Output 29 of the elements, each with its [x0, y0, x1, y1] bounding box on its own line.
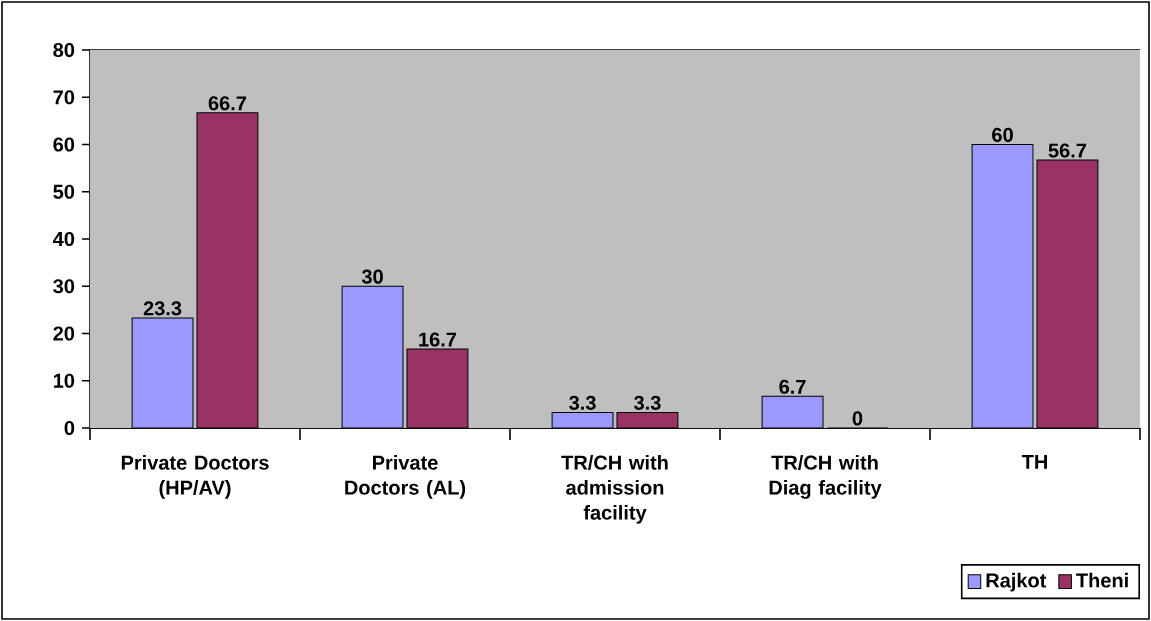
legend-label: Theni: [1076, 572, 1128, 588]
data-label: 60: [992, 127, 1013, 142]
y-tick-label: 30: [53, 279, 75, 294]
data-label: 16.7: [419, 332, 457, 347]
data-label: 3.3: [634, 395, 661, 410]
x-tick-label: Private Doctors (AL): [345, 455, 466, 499]
x-tick-label: TR/CH with admission facility: [561, 455, 668, 524]
x-tick-label: TH: [1021, 455, 1047, 469]
data-label: 23.3: [143, 301, 182, 316]
legend-label: Rajkot: [986, 572, 1047, 592]
y-tick-label: 20: [53, 326, 75, 341]
y-tick-label: 40: [53, 231, 75, 247]
bar: [1036, 159, 1099, 428]
data-label: 6.7: [779, 379, 806, 394]
bar: [196, 112, 259, 428]
data-label: 0: [852, 411, 863, 426]
x-tick-label: Private Doctors (HP/AV): [121, 455, 269, 499]
y-tick-label: 60: [53, 137, 75, 152]
y-tick-label: 80: [53, 42, 75, 58]
y-tick-label: 50: [53, 184, 75, 199]
data-label: 30: [361, 269, 383, 284]
y-tick-label: 10: [53, 373, 75, 388]
y-tick-label: 70: [53, 90, 75, 105]
x-tick-label: TR/CH with Diag facility: [769, 455, 882, 499]
data-label: 3.3: [569, 395, 596, 410]
y-tick-label: 0: [64, 420, 75, 436]
data-label: 56.7: [1048, 143, 1087, 158]
bar: [406, 348, 469, 428]
data-label: 66.7: [208, 96, 247, 111]
